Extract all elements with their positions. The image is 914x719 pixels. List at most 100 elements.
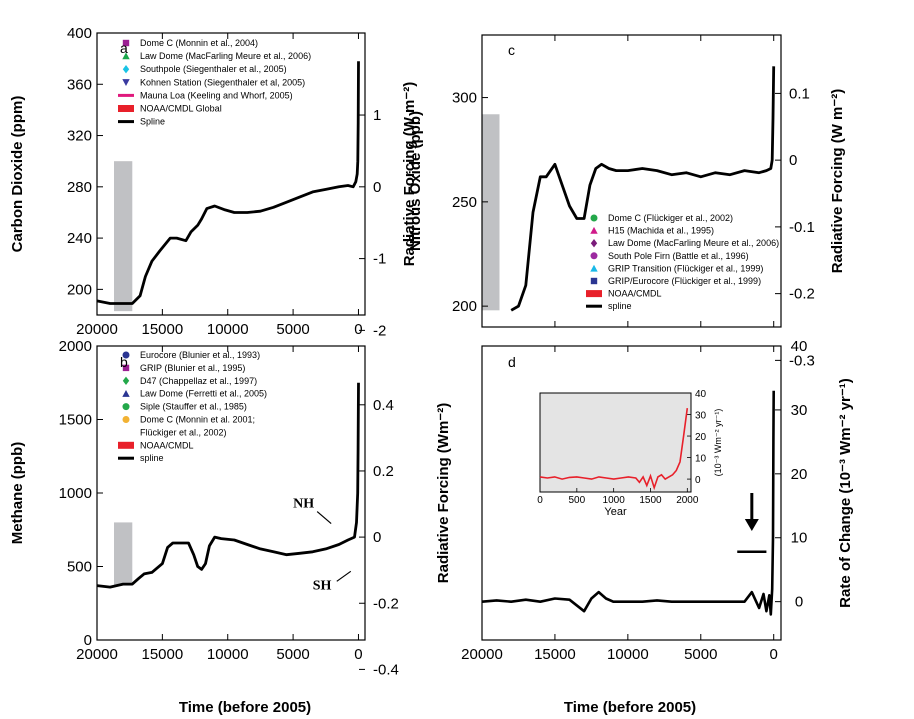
x-tick-label: 20000 bbox=[461, 646, 503, 663]
right-tick-label: -0.1 bbox=[789, 219, 815, 236]
legend-item: NOAA/CMDL bbox=[586, 289, 662, 299]
legend-item: Southpole (Siegenthaler et al., 2005) bbox=[122, 64, 287, 74]
legend-marker bbox=[590, 226, 598, 234]
inset-y-tick-label: 20 bbox=[695, 432, 707, 443]
x-axis-label-left: Time (before 2005) bbox=[179, 699, 311, 716]
right-tick-label: 0 bbox=[373, 179, 381, 196]
right-tick-label: 0.4 bbox=[373, 397, 394, 414]
legend: Dome C (Monnin et al., 2004) Law Dome (Ma… bbox=[118, 38, 311, 127]
legend-label: D47 (Chappellaz et al., 1997) bbox=[140, 376, 257, 386]
legend-item: Dome C (Flückiger et al., 2002) bbox=[590, 213, 733, 223]
right-axis-label: Radiative Forcing (W m⁻²) bbox=[401, 82, 418, 267]
y-tick-label: 1000 bbox=[59, 485, 92, 502]
y-tick-label-right: 0 bbox=[795, 594, 803, 611]
y-tick-label: 240 bbox=[67, 230, 92, 247]
legend-marker bbox=[122, 364, 130, 372]
legend-label: Siple (Stauffer et al., 1985) bbox=[140, 402, 247, 412]
annotation-leader bbox=[336, 570, 352, 582]
right-tick-label: -2 bbox=[373, 322, 386, 339]
right-tick-label: 0 bbox=[789, 152, 797, 169]
legend-marker bbox=[118, 441, 134, 449]
inset-y-tick-label: 40 bbox=[695, 389, 707, 400]
y-tick-label: 360 bbox=[67, 76, 92, 93]
right-tick-label: -0.4 bbox=[373, 661, 399, 678]
inset-y-label: (10⁻³ Wm⁻² yr⁻¹) bbox=[713, 409, 723, 477]
legend-marker bbox=[122, 416, 130, 423]
legend-label: spline bbox=[140, 453, 164, 463]
plot-frame bbox=[481, 34, 782, 328]
annotation-nh: NH bbox=[293, 497, 314, 512]
legend-marker bbox=[590, 252, 598, 260]
y-tick-label-right: 20 bbox=[791, 466, 808, 483]
legend-marker bbox=[586, 290, 602, 298]
legend-marker bbox=[122, 52, 130, 60]
y-tick-label: 300 bbox=[452, 90, 477, 107]
x-tick-label: 10000 bbox=[207, 646, 249, 663]
legend-item: Law Dome (Ferretti et al., 2005) bbox=[122, 389, 267, 399]
x-tick-label: 20000 bbox=[76, 646, 118, 663]
legend-label: GRIP Transition (Flückiger et al., 1999) bbox=[608, 263, 763, 273]
legend-marker bbox=[122, 65, 130, 74]
legend-label: Southpole (Siegenthaler et al., 2005) bbox=[140, 64, 287, 74]
right-axis-label: Rate of Change (10⁻³ Wm⁻² yr⁻¹) bbox=[837, 378, 854, 608]
legend-item: Law Dome (MacFarling Meure et al., 2006) bbox=[122, 51, 311, 61]
legend-item: NOAA/CMDL Global bbox=[118, 104, 222, 114]
legend-label: NOAA/CMDL bbox=[608, 289, 662, 299]
legend-marker bbox=[590, 264, 598, 272]
series-line-rate-of-change bbox=[481, 390, 775, 616]
legend-marker bbox=[122, 403, 130, 411]
right-tick-label: 0.1 bbox=[789, 85, 810, 102]
inset-y-tick-label: 10 bbox=[695, 454, 707, 465]
right-tick-label: -0.3 bbox=[789, 352, 815, 369]
legend-item: H15 (Machida et al., 1995) bbox=[590, 226, 714, 236]
right-axis-label: Radiative Forcing (W m⁻²) bbox=[829, 89, 846, 274]
legend-label: Law Dome (MacFarling Meure et al., 2006) bbox=[608, 238, 779, 248]
x-tick-label: 20000 bbox=[76, 321, 118, 338]
right-axis-label: Radiative Forcing (Wm⁻²) bbox=[435, 403, 452, 583]
y-tick-label: 500 bbox=[67, 559, 92, 576]
x-tick-label: 0 bbox=[354, 321, 362, 338]
right-tick-label: 1 bbox=[373, 107, 381, 124]
legend-item: Law Dome (MacFarling Meure et al., 2006) bbox=[590, 238, 779, 248]
y-axis-label: Methane (ppb) bbox=[9, 442, 26, 545]
y-tick-label: 400 bbox=[67, 25, 92, 42]
legend-item: D47 (Chappellaz et al., 1997) bbox=[122, 376, 257, 386]
legend-item: spline bbox=[118, 453, 164, 463]
x-tick-label: 15000 bbox=[142, 321, 184, 338]
legend-item: Kohnen Station (Siegenthaler et al, 2005… bbox=[122, 77, 305, 87]
legend-marker bbox=[122, 390, 130, 397]
legend-label: Dome C (Flückiger et al., 2002) bbox=[608, 213, 733, 223]
y-tick-label-right: 10 bbox=[791, 530, 808, 547]
legend-marker bbox=[590, 239, 598, 248]
legend-marker bbox=[122, 376, 130, 385]
y-tick-label: 320 bbox=[67, 128, 92, 145]
legend: Dome C (Flückiger et al., 2002) H15 (Mach… bbox=[586, 213, 779, 311]
legend-item: Spline bbox=[118, 117, 165, 127]
right-tick-label: -0.2 bbox=[373, 595, 399, 612]
legend-marker bbox=[590, 214, 598, 222]
x-tick-label: 15000 bbox=[142, 646, 184, 663]
y-tick-label: 280 bbox=[67, 179, 92, 196]
inset-x-label: Year bbox=[604, 506, 627, 518]
legend-label: South Pole Firn (Battle et al., 1996) bbox=[608, 251, 749, 261]
inset-frame bbox=[539, 392, 692, 493]
legend-label: Kohnen Station (Siegenthaler et al, 2005… bbox=[140, 77, 305, 87]
legend-item: Flückiger et al., 2002) bbox=[140, 427, 227, 437]
inset-chart: 0 500 1000 1500 2000 0 10 20 30 40 Year (10⁻³ Wm⁻² … bbox=[537, 389, 723, 518]
panel-tag: b bbox=[120, 354, 128, 370]
y-axis-label: Nitrous Oxide (ppb) bbox=[407, 111, 424, 251]
right-tick-label: -0.2 bbox=[789, 286, 815, 303]
inset-x-tick-label: 500 bbox=[568, 495, 585, 506]
legend-item: NOAA/CMDL bbox=[118, 440, 194, 450]
gray-range-bar bbox=[113, 161, 133, 312]
inset-x-tick-label: 1000 bbox=[603, 495, 626, 506]
legend-marker bbox=[122, 79, 130, 86]
x-tick-label: 0 bbox=[770, 646, 778, 663]
gray-range-bar bbox=[113, 522, 133, 586]
right-tick-label: 0 bbox=[373, 529, 381, 546]
y-tick-label: 200 bbox=[452, 298, 477, 315]
panel-tag: c bbox=[508, 42, 515, 58]
panel-c: 200 250 300 Nitrous Oxide (ppb) 0.1 0 -0.1 -0.2… bbox=[407, 34, 846, 369]
